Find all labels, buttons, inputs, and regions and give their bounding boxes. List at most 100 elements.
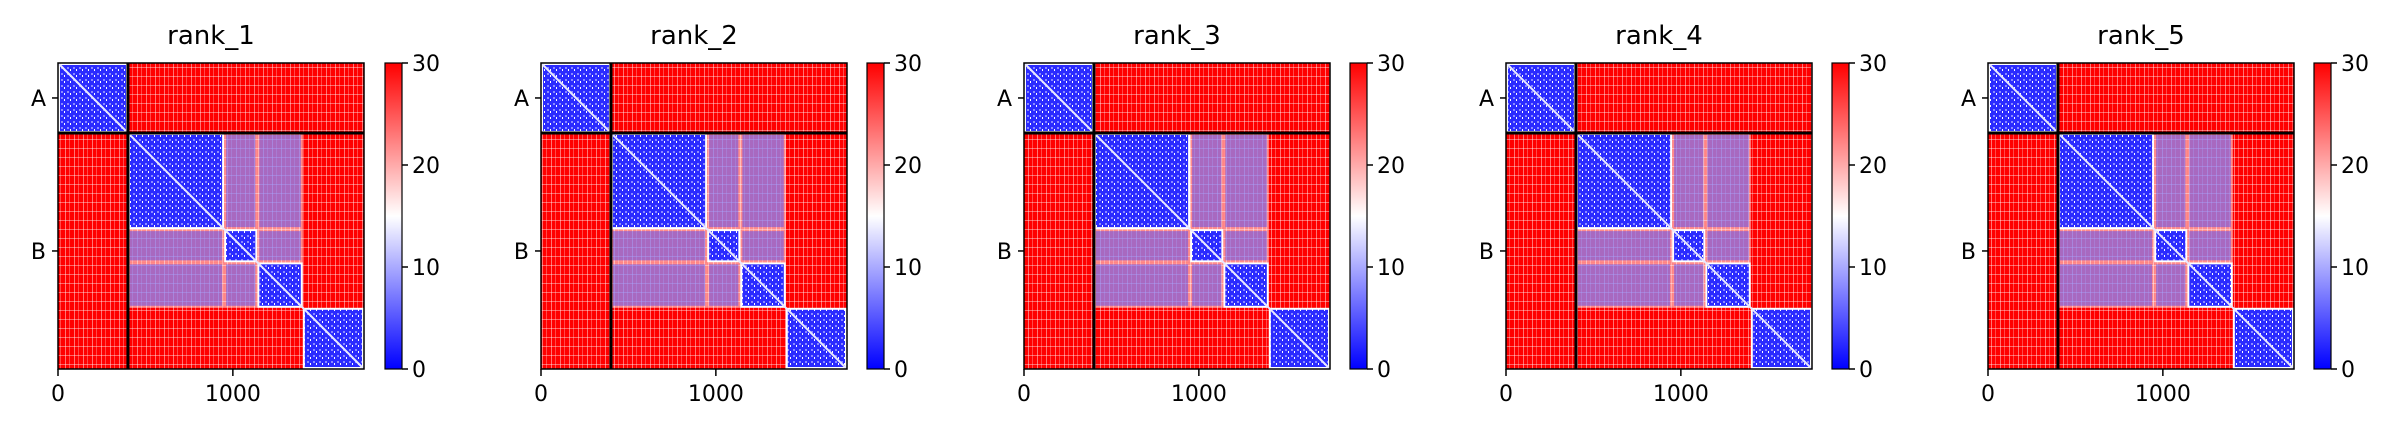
heatmap-offdiag-block (610, 262, 708, 308)
heatmap-offdiag-block (2057, 262, 2155, 308)
heatmap-offdiag-block (1575, 229, 1673, 263)
heatmap-offdiag-core (2156, 264, 2186, 306)
colorbar-tick-label: 20 (894, 154, 922, 179)
heatmap-offdiag-core (1577, 231, 1671, 261)
heatmap-offdiag-core (612, 264, 706, 306)
heatmap-offdiag-core (612, 231, 706, 261)
plot-frame (57, 62, 365, 370)
heatmap-offdiag-block (257, 229, 303, 263)
y-tick-label: B (1479, 240, 1494, 265)
heatmap-offdiag-core (1225, 134, 1267, 228)
colorbar-tick-label: 30 (894, 52, 922, 77)
y-tick-label: B (31, 240, 46, 265)
x-tick-label: 1000 (205, 382, 261, 407)
colorbar-tick-label: 10 (412, 256, 440, 281)
colorbar-tick-label: 0 (412, 358, 426, 383)
colorbar-tick-label: 0 (894, 358, 908, 383)
heatmap-offdiag-core (1192, 134, 1222, 228)
panel-5: rank_5 A B 0 1000 0 10 20 30 (1961, 21, 2369, 407)
heatmap-offdiag-block (127, 229, 225, 263)
plot-frame (540, 62, 848, 370)
heatmap-offdiag-block (740, 132, 786, 230)
x-tick-label: 0 (1981, 382, 1995, 407)
y-tick-label: A (31, 87, 46, 112)
colorbar-tick-label: 0 (1859, 358, 1873, 383)
heatmap-offdiag-core (1577, 264, 1671, 306)
heatmap-offdiag-core (2059, 264, 2153, 306)
colorbar-tick-label: 10 (2341, 256, 2369, 281)
heatmap-offdiag-block (740, 229, 786, 263)
panel-2: rank_2 A B 0 1000 0 10 20 30 (514, 21, 922, 407)
heatmap-offdiag-core (2156, 134, 2186, 228)
colorbar-tick-label: 10 (894, 256, 922, 281)
colorbar-tick-label: 10 (1859, 256, 1887, 281)
heatmap-offdiag-block (1223, 229, 1269, 263)
colorbar-tick-label: 20 (2341, 154, 2369, 179)
heatmap-offdiag-block (1223, 132, 1269, 230)
colorbar-tick-label: 0 (2341, 358, 2355, 383)
heatmap-diagonal (1023, 62, 1331, 370)
heatmap-offdiag-core (226, 264, 256, 306)
heatmap-offdiag-block (1672, 132, 1706, 230)
plot-frame (1023, 62, 1331, 370)
heatmap-offdiag-core (742, 231, 784, 261)
heatmap-offdiag-block (1705, 132, 1751, 230)
colorbar-tick-label: 20 (1859, 154, 1887, 179)
x-tick-label: 0 (534, 382, 548, 407)
heatmap-offdiag-block (1093, 229, 1191, 263)
colorbar-tick-label: 10 (1377, 256, 1405, 281)
heatmap-diagonal (1987, 62, 2295, 370)
heatmap-offdiag-block (610, 229, 708, 263)
colorbar-tick-label: 20 (412, 154, 440, 179)
heatmap-offdiag-core (709, 134, 739, 228)
heatmap-offdiag-core (1225, 231, 1267, 261)
x-tick-label: 1000 (1171, 382, 1227, 407)
heatmap-offdiag-core (259, 134, 301, 228)
heatmap-offdiag-block (2154, 132, 2188, 230)
heatmap-offdiag-core (2189, 231, 2231, 261)
y-tick-label: A (997, 87, 1012, 112)
heatmap-offdiag-core (259, 231, 301, 261)
heatmap-offdiag-block (1190, 132, 1224, 230)
plot-frame (1987, 62, 2295, 370)
heatmap-diagonal (540, 62, 848, 370)
heatmap-offdiag-core (1095, 264, 1189, 306)
colorbar-tick-label: 30 (1377, 52, 1405, 77)
heatmap-offdiag-core (226, 134, 256, 228)
x-tick-label: 0 (51, 382, 65, 407)
heatmap-offdiag-core (2189, 134, 2231, 228)
y-tick-label: B (997, 240, 1012, 265)
colorbar (866, 62, 885, 370)
heatmap-offdiag-block (2057, 229, 2155, 263)
panel-title: rank_4 (1615, 21, 1703, 51)
colorbar (1831, 62, 1850, 370)
x-tick-label: 1000 (1653, 382, 1709, 407)
heatmap-offdiag-block (1672, 262, 1706, 308)
heatmap-offdiag-core (1192, 264, 1222, 306)
heatmap-offdiag-core (709, 264, 739, 306)
y-tick-label: A (514, 87, 529, 112)
heatmap-offdiag-block (224, 132, 258, 230)
heatmap-offdiag-block (1093, 262, 1191, 308)
y-tick-label: B (1961, 240, 1976, 265)
heatmap-offdiag-core (1095, 231, 1189, 261)
heatmap-offdiag-core (129, 264, 223, 306)
heatmap-offdiag-block (224, 262, 258, 308)
heatmap-offdiag-core (1674, 134, 1704, 228)
panel-4: rank_4 A B 0 1000 0 10 20 30 (1479, 21, 1887, 407)
heatmap-offdiag-block (2154, 262, 2188, 308)
panel-title: rank_3 (1133, 21, 1221, 51)
panel-title: rank_1 (167, 21, 255, 51)
heatmap-diagonal (57, 62, 365, 370)
x-tick-label: 0 (1499, 382, 1513, 407)
heatmap-offdiag-core (1707, 231, 1749, 261)
panel-title: rank_2 (650, 21, 738, 51)
colorbar-tick-label: 0 (1377, 358, 1391, 383)
colorbar (384, 62, 403, 370)
heatmap-offdiag-core (2059, 231, 2153, 261)
heatmap-offdiag-core (742, 134, 784, 228)
heatmap-offdiag-block (707, 132, 741, 230)
heatmap-offdiag-block (1575, 262, 1673, 308)
heatmap-offdiag-block (707, 262, 741, 308)
